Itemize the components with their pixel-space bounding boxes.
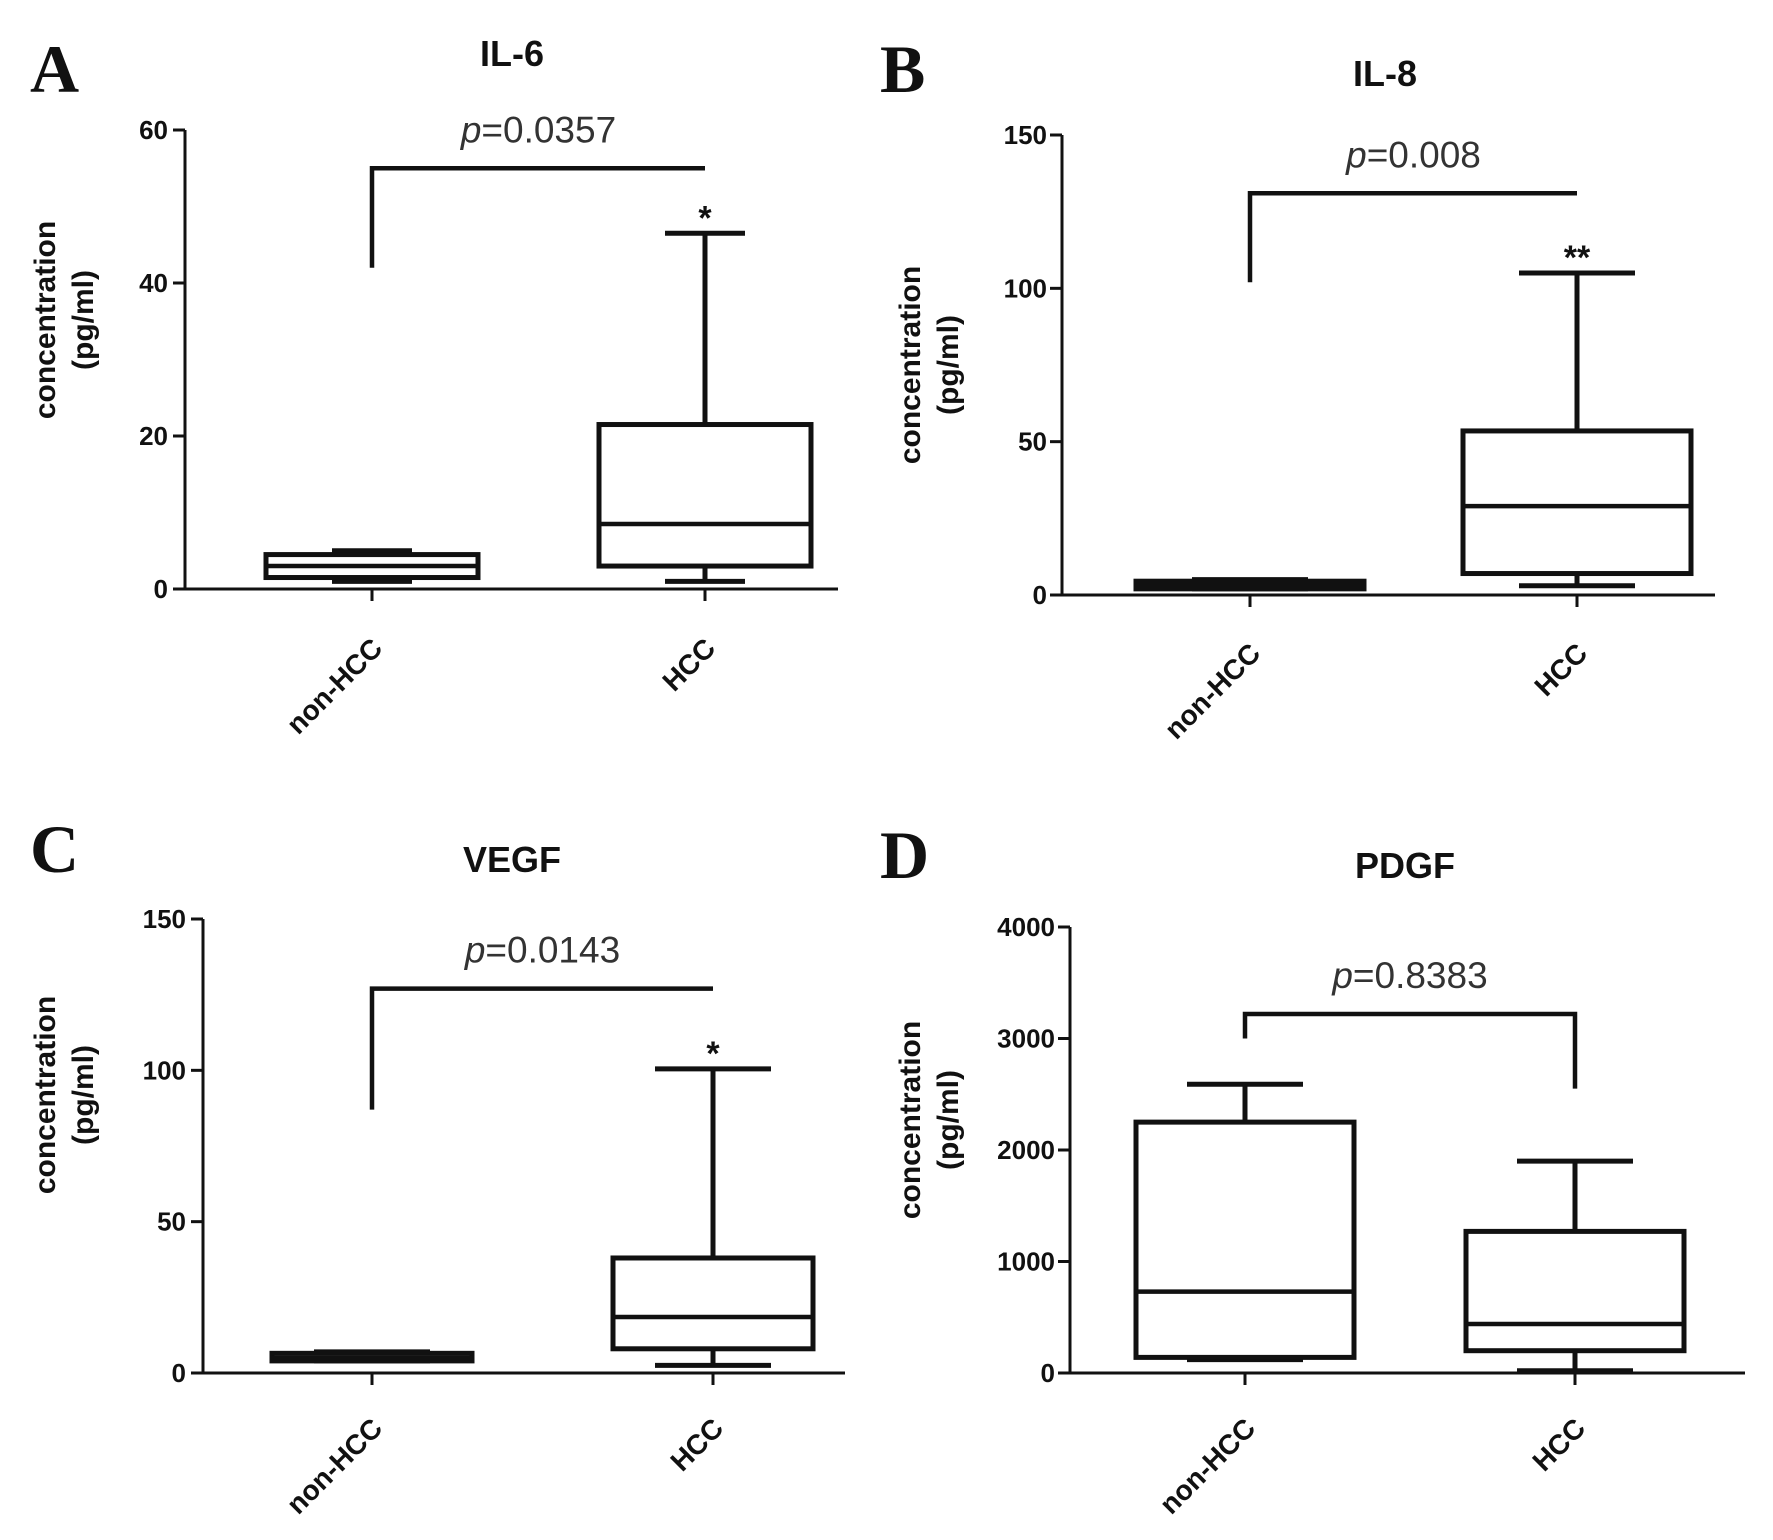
y-tick-label: 20 [139,421,168,451]
iqr-box [610,1255,816,1352]
p-value: =0.0357 [481,109,616,150]
iqr-box [1463,1228,1687,1354]
chart-title: IL-6 [480,33,544,74]
panel-letter: B [880,31,925,107]
x-tick-label: non-HCC [281,632,389,740]
x-tick-label: non-HCC [281,1412,389,1520]
x-tick-label: non-HCC [1159,637,1267,745]
chart-title: VEGF [463,839,561,880]
y-tick-label: 3000 [997,1024,1055,1054]
chart-title: PDGF [1355,845,1455,886]
box-hcc [610,1066,816,1368]
chart-title: IL-8 [1353,53,1417,94]
p-symbol: p [464,930,486,971]
p-value: =0.0143 [485,930,620,971]
panel-letter: C [30,811,79,887]
box-non-hcc [1133,577,1367,592]
box-hcc [1463,1158,1687,1374]
panel-b: B IL-8 concentration (pg/ml) 0 50 100 150 non-HC… [880,31,1715,745]
p-value-label: p=0.8383 [1331,955,1487,996]
panel-c: C VEGF concentration (pg/ml) 0 50 100 150 non-HC… [29,811,845,1520]
panel-letter: A [30,31,79,107]
x-tick-label: HCC [656,632,721,697]
p-value-label: p=0.0143 [464,930,620,971]
y-axis-label: concentration [29,221,62,419]
p-symbol: p [1345,134,1367,175]
box-non-hcc [263,548,481,584]
panel-letter: D [880,817,929,893]
iqr-box [596,422,814,569]
y-tick-label: 0 [154,574,168,604]
y-tick-label: 50 [157,1207,186,1237]
y-axis-label: concentration [894,1021,927,1219]
y-tick-label: 0 [1041,1358,1055,1388]
p-value-label: p=0.008 [1345,134,1481,175]
y-tick-label: 100 [1004,273,1047,303]
significance-stars: * [698,199,712,237]
y-axis-label: (pg/ml) [932,1070,965,1170]
box-hcc [596,230,814,584]
y-tick-label: 150 [143,904,186,934]
panel-a: A IL-6 concentration (pg/ml) 0 20 40 60 non-HCC H… [29,31,838,740]
significance-bracket [1242,1011,1578,1089]
box-hcc [1460,270,1694,589]
y-axis-label: concentration [894,266,927,464]
y-tick-label: 0 [172,1358,186,1388]
box-non-hcc [269,1349,475,1364]
x-tick-label: HCC [664,1412,729,1477]
y-axis-label: (pg/ml) [67,270,100,370]
y-tick-label: 60 [139,115,168,145]
iqr-box [1133,1119,1357,1360]
significance-bracket [369,166,705,268]
p-symbol: p [460,109,482,150]
box-non-hcc [1133,1081,1357,1363]
p-value-label: p=0.0357 [460,109,616,150]
y-axis-label: (pg/ml) [67,1045,100,1145]
y-tick-label: 2000 [997,1135,1055,1165]
significance-bracket [369,986,713,1110]
significance-stars: ** [1564,239,1591,277]
y-tick-label: 100 [143,1055,186,1085]
y-tick-label: 1000 [997,1247,1055,1277]
iqr-box [1460,428,1694,577]
panel-d: D PDGF concentration (pg/ml) 0 1000 2000 3000 40… [880,817,1745,1520]
x-tick-label: non-HCC [1154,1412,1262,1520]
x-tick-label: HCC [1526,1412,1591,1477]
significance-stars: * [706,1035,720,1073]
y-tick-label: 0 [1033,580,1047,610]
p-value: =0.008 [1367,134,1481,175]
y-tick-label: 4000 [997,912,1055,942]
p-value: =0.8383 [1353,955,1488,996]
y-axis-label: (pg/ml) [932,315,965,415]
y-tick-label: 40 [139,268,168,298]
p-symbol: p [1331,955,1353,996]
y-tick-label: 50 [1018,427,1047,457]
y-tick-label: 150 [1004,120,1047,150]
x-tick-label: HCC [1528,637,1593,702]
y-axis-label: concentration [29,996,62,1194]
significance-bracket [1247,191,1577,283]
